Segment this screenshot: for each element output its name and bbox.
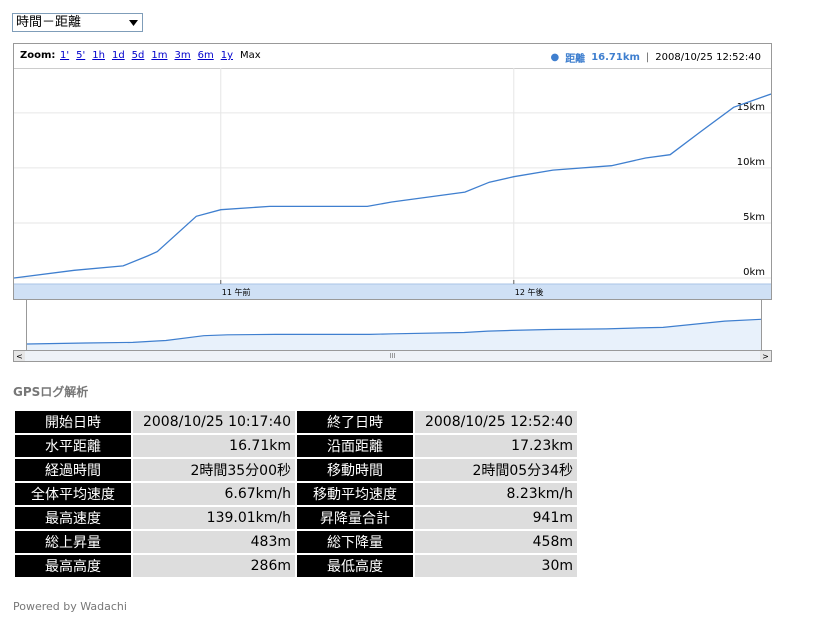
scroll-left-button[interactable]: < [14, 351, 25, 361]
y-tick-label: 0km [743, 267, 765, 278]
stat-value: 2時間35分00秒 [133, 459, 295, 481]
stat-value: 16.71km [133, 435, 295, 457]
stat-value: 2時間05分34秒 [415, 459, 577, 481]
stat-label: 水平距離 [15, 435, 131, 457]
stat-label: 総下降量 [297, 531, 413, 553]
zoom-1m[interactable]: 1m [151, 50, 168, 61]
table-row: 最高速度 139.01km/h 昇降量合計 941m [15, 507, 577, 529]
stat-value: 30m [415, 555, 577, 577]
scroll-right-button[interactable]: > [760, 351, 771, 361]
stat-label: 最低高度 [297, 555, 413, 577]
stat-label: 最高高度 [15, 555, 131, 577]
stat-label: 全体平均速度 [15, 483, 131, 505]
table-row: 総上昇量 483m 総下降量 458m [15, 531, 577, 553]
y-tick-label: 5km [743, 212, 765, 223]
x-tick-label: 11 午前 [222, 287, 251, 297]
powered-by-link[interactable]: Powered by Wadachi [13, 600, 127, 613]
table-row: 最高高度 286m 最低高度 30m [15, 555, 577, 577]
scroll-left-icon: < [16, 351, 23, 361]
navigator-chart[interactable] [26, 300, 762, 350]
table-row: 全体平均速度 6.67km/h 移動平均速度 8.23km/h [15, 483, 577, 505]
stat-value: 483m [133, 531, 295, 553]
zoom-label: Zoom: [20, 50, 56, 61]
table-row: 経過時間 2時間35分00秒 移動時間 2時間05分34秒 [15, 459, 577, 481]
section-title: GPSログ解析 [13, 385, 89, 399]
stat-label: 移動時間 [297, 459, 413, 481]
stat-value: 2008/10/25 10:17:40 [133, 411, 295, 433]
zoom-bar: Zoom: 1' 5' 1h 1d 5d 1m 3m 6m 1y Max ● 距… [14, 44, 771, 69]
x-axis-bar [14, 284, 771, 299]
distance-series-line [14, 93, 771, 279]
legend: ● 距離 16.71km | 2008/10/25 12:52:40 [550, 50, 761, 65]
table-row: 開始日時 2008/10/25 10:17:40 終了日時 2008/10/25… [15, 411, 577, 433]
legend-separator: | [645, 52, 650, 63]
chart-panel: Zoom: 1' 5' 1h 1d 5d 1m 3m 6m 1y Max ● 距… [13, 43, 772, 300]
scrollbar[interactable]: < III > [13, 350, 772, 362]
legend-timestamp: 2008/10/25 12:52:40 [655, 52, 761, 63]
zoom-options: 1' 5' 1h 1d 5d 1m 3m 6m 1y Max [60, 50, 261, 61]
chart-type-select[interactable]: 時間－距離 [12, 13, 143, 32]
stat-value: 941m [415, 507, 577, 529]
stat-label: 昇降量合計 [297, 507, 413, 529]
stat-label: 沿面距離 [297, 435, 413, 457]
stat-label: 開始日時 [15, 411, 131, 433]
legend-value: 16.71km [591, 52, 640, 63]
distance-chart[interactable]: 0km 5km 10km 15km 11 午前 12 午後 [14, 68, 771, 299]
zoom-max[interactable]: Max [240, 50, 261, 61]
stat-value: 286m [133, 555, 295, 577]
stats-table: 開始日時 2008/10/25 10:17:40 終了日時 2008/10/25… [13, 409, 579, 579]
table-row: 水平距離 16.71km 沿面距離 17.23km [15, 435, 577, 457]
chart-type-value: 時間－距離 [16, 15, 82, 30]
zoom-5min[interactable]: 5' [76, 50, 86, 61]
stat-value: 17.23km [415, 435, 577, 457]
zoom-1d[interactable]: 1d [111, 50, 125, 61]
legend-dot-icon: ● [550, 52, 560, 63]
stat-label: 総上昇量 [15, 531, 131, 553]
stat-label: 移動平均速度 [297, 483, 413, 505]
zoom-6m[interactable]: 6m [197, 50, 214, 61]
stat-value: 6.67km/h [133, 483, 295, 505]
zoom-5d[interactable]: 5d [131, 50, 145, 61]
y-tick-label: 15km [737, 102, 765, 113]
y-tick-label: 10km [737, 157, 765, 168]
chevron-down-icon[interactable] [126, 15, 141, 30]
stat-value: 139.01km/h [133, 507, 295, 529]
stat-label: 終了日時 [297, 411, 413, 433]
x-tick-label: 12 午後 [515, 287, 544, 297]
scroll-right-icon: > [762, 351, 769, 361]
stat-label: 経過時間 [15, 459, 131, 481]
zoom-1min[interactable]: 1' [60, 50, 70, 61]
legend-series-name: 距離 [565, 54, 586, 65]
zoom-1y[interactable]: 1y [220, 50, 233, 61]
navigator-area [27, 319, 761, 350]
zoom-1h[interactable]: 1h [92, 50, 105, 61]
zoom-3m[interactable]: 3m [174, 50, 191, 61]
navigator-series-line [26, 318, 762, 345]
stat-value: 2008/10/25 12:52:40 [415, 411, 577, 433]
stat-value: 8.23km/h [415, 483, 577, 505]
scroll-grip-icon[interactable]: III [389, 352, 396, 360]
stat-label: 最高速度 [15, 507, 131, 529]
stat-value: 458m [415, 531, 577, 553]
